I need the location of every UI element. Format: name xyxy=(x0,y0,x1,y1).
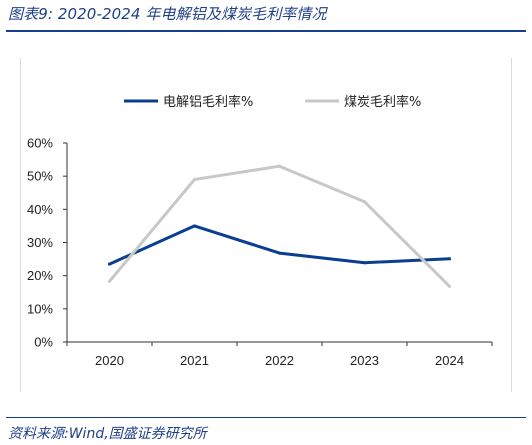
x-tick-label: 2022 xyxy=(265,353,294,368)
y-tick-label: 30% xyxy=(27,235,53,250)
y-tick-label: 0% xyxy=(34,335,53,350)
y-tick-label: 60% xyxy=(27,136,53,151)
series-1-point xyxy=(193,177,196,181)
series-0-point xyxy=(108,262,111,266)
y-tick-label: 40% xyxy=(27,202,53,217)
chart-axes: 0% 10% 20% 30% 40% 50% 60% 2020 2021 2022 2023 2024 xyxy=(27,136,493,368)
series-1-point xyxy=(363,200,366,204)
legend-label-0: 电解铝毛利率% xyxy=(163,94,253,110)
chart-series xyxy=(108,164,451,288)
chart-frame xyxy=(20,58,512,392)
series-line-0 xyxy=(108,224,451,266)
chart-legend: 电解铝毛利率% 煤炭毛利率% xyxy=(124,94,421,110)
series-0-point xyxy=(278,251,281,255)
series-0-point xyxy=(448,257,451,261)
source-note: 资料来源:Wind,国盛证券研究所 xyxy=(8,426,207,442)
series-1-point xyxy=(278,164,281,168)
x-tick-label: 2023 xyxy=(350,353,379,368)
series-1-point xyxy=(108,279,111,283)
y-tick-label: 10% xyxy=(27,301,53,316)
x-tick-label: 2020 xyxy=(95,353,124,368)
series-0-point xyxy=(193,224,196,228)
y-tick-label: 20% xyxy=(27,268,53,283)
page-title: 图表9: 2020-2024 年电解铝及煤炭毛利率情况 xyxy=(8,5,327,23)
x-tick-label: 2021 xyxy=(180,353,209,368)
series-line-1 xyxy=(108,164,451,288)
series-0-point xyxy=(363,261,366,265)
legend-label-1: 煤炭毛利率% xyxy=(344,94,421,110)
x-tick-label: 2024 xyxy=(435,353,464,368)
series-1-point xyxy=(448,284,451,288)
y-tick-label: 50% xyxy=(27,169,53,184)
title-divider xyxy=(6,30,526,32)
footer-divider xyxy=(6,417,526,418)
